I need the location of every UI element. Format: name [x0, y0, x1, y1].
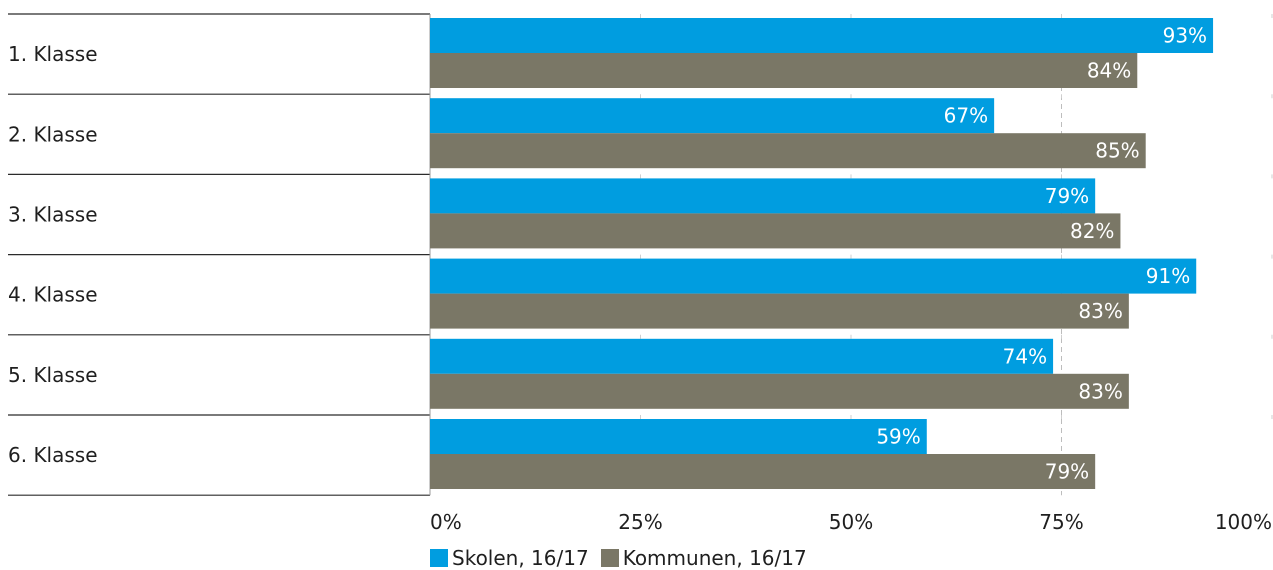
category-label: 1. Klasse: [8, 42, 98, 66]
bar: [430, 133, 1146, 169]
bar: [430, 53, 1138, 88]
category-label: 6. Klasse: [8, 443, 98, 467]
bar: [430, 293, 1129, 329]
bar: [430, 18, 1214, 53]
bar: [430, 213, 1121, 249]
bar: [430, 98, 995, 134]
bar-chart-svg: 1. Klasse 93% 84% 2. Klasse 67% 85% 3. Klasse 7…: [8, 13, 1273, 534]
data-label: 67%: [944, 104, 988, 128]
data-label: 84%: [1087, 59, 1131, 83]
legend-item-kommunen: Kommunen, 16/17: [600, 546, 807, 570]
bar: [430, 419, 927, 454]
bar: [430, 373, 1129, 409]
legend-item-skolen: Skolen, 16/17: [430, 546, 589, 570]
bar: [430, 178, 1096, 214]
data-label: 91%: [1146, 264, 1190, 288]
legend-label-kommunen: Kommunen, 16/17: [622, 546, 807, 570]
data-label: 93%: [1163, 24, 1207, 48]
data-label: 74%: [1003, 344, 1047, 368]
bar: [430, 258, 1197, 294]
data-label: 59%: [876, 425, 920, 449]
data-label: 82%: [1070, 219, 1114, 243]
bar: [430, 454, 1096, 489]
category-label: 4. Klasse: [8, 283, 98, 307]
x-tick-label: 25%: [618, 510, 662, 534]
data-label: 83%: [1078, 299, 1122, 323]
x-tick-label: 50%: [829, 510, 873, 534]
legend-label-skolen: Skolen, 16/17: [452, 546, 589, 570]
data-label: 85%: [1095, 139, 1139, 163]
x-tick-label: 100%: [1215, 510, 1272, 534]
category-label: 2. Klasse: [8, 122, 98, 146]
category-label: 5. Klasse: [8, 363, 98, 387]
data-label: 83%: [1078, 379, 1122, 403]
legend-swatch-skolen: [430, 549, 448, 567]
category-label: 3. Klasse: [8, 203, 98, 227]
data-label: 79%: [1045, 184, 1089, 208]
bar: [430, 338, 1054, 374]
x-tick-label: 0%: [430, 510, 462, 534]
data-label: 79%: [1045, 460, 1089, 484]
legend-swatch-kommunen: [600, 549, 619, 567]
legend: Skolen, 16/17 Kommunen, 16/17: [430, 546, 819, 570]
x-tick-label: 75%: [1039, 510, 1083, 534]
